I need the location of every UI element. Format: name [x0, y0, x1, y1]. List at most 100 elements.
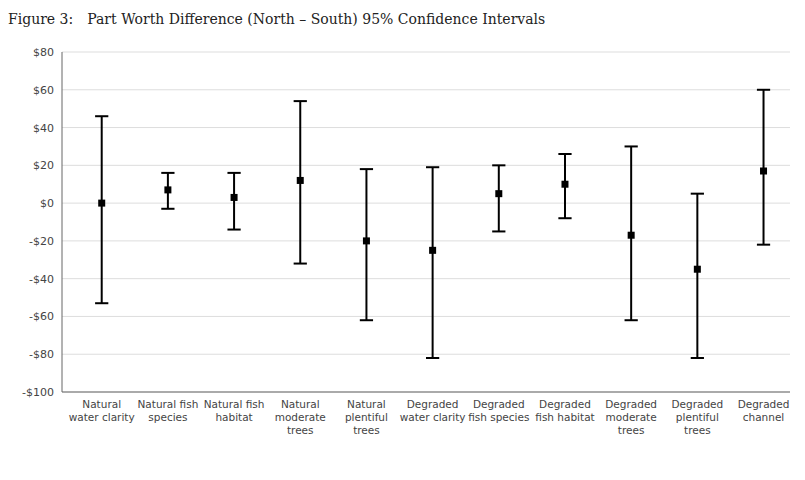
point-estimate: [297, 177, 304, 184]
ci-line: [763, 90, 765, 245]
y-tick-label: -$80: [29, 348, 54, 361]
ci-cap-upper: [294, 100, 307, 102]
point-estimate: [231, 194, 238, 201]
x-tick-label-line: moderate: [275, 411, 326, 423]
point-estimate: [760, 168, 767, 175]
x-tick-label-line: water clarity: [400, 411, 466, 423]
grid: [62, 52, 790, 392]
x-tick-label-line: trees: [684, 424, 711, 436]
ci-cap-lower: [558, 217, 571, 219]
y-tick-label: -$60: [29, 310, 54, 323]
x-tick-label-line: habitat: [215, 411, 252, 423]
grid-line: [62, 316, 790, 317]
ci-line: [101, 116, 103, 303]
y-tick-label: $80: [33, 46, 54, 59]
y-tick-label: -$100: [22, 386, 54, 399]
x-tick-label: Naturalplentifultrees: [345, 398, 388, 436]
x-tick-label-line: plentiful: [345, 411, 388, 423]
point-estimate: [98, 200, 105, 207]
x-tick-label-line: fish species: [468, 411, 529, 423]
ci-cap-upper: [691, 193, 704, 195]
x-tick-label: Degradedchannel: [738, 398, 790, 423]
point-estimate: [628, 232, 635, 239]
ci-cap-upper: [492, 164, 505, 166]
x-tick-label: Naturalmoderatetrees: [275, 398, 326, 436]
x-tick-label-line: species: [148, 411, 187, 423]
ci-cap-lower: [161, 208, 174, 210]
x-tick-label: Degradedmoderatetrees: [605, 398, 657, 436]
ci-cap-upper: [95, 115, 108, 117]
x-tick-label: Degradedfish species: [468, 398, 529, 423]
ci-line: [432, 167, 434, 358]
x-tick-label-line: channel: [743, 411, 785, 423]
point-estimate: [363, 237, 370, 244]
x-tick-label-line: fish habitat: [535, 411, 594, 423]
ci-cap-lower: [95, 302, 108, 304]
x-tick-label-line: moderate: [606, 411, 657, 423]
y-tick-label: $60: [33, 84, 54, 97]
ci-cap-upper: [625, 145, 638, 147]
x-tick-label-line: Degraded: [473, 398, 525, 410]
grid-line: [62, 165, 790, 166]
ci-cap-upper: [426, 166, 439, 168]
ci-cap-upper: [161, 172, 174, 174]
grid-line: [62, 278, 790, 279]
x-tick-label-line: Natural: [347, 398, 386, 410]
point-estimate: [495, 190, 502, 197]
y-tick-label: -$20: [29, 235, 54, 248]
grid-line: [62, 354, 790, 355]
ci-cap-lower: [426, 357, 439, 359]
x-tick-label-line: Natural: [82, 398, 121, 410]
x-tick-label: Natural fishhabitat: [204, 398, 265, 423]
x-tick-label: Degradedplentifultrees: [671, 398, 723, 436]
grid-line: [62, 52, 790, 53]
ci-cap-upper: [227, 172, 240, 174]
x-tick-label: Degradedwater clarity: [400, 398, 466, 423]
point-estimate: [561, 181, 568, 188]
x-axis: [62, 392, 790, 393]
ci-cap-lower: [492, 230, 505, 232]
grid-line: [62, 203, 790, 204]
ci-cap-lower: [360, 319, 373, 321]
point-estimate: [429, 247, 436, 254]
x-tick-label-line: Degraded: [605, 398, 657, 410]
grid-line: [62, 89, 790, 90]
x-tick-label-line: Degraded: [407, 398, 459, 410]
y-tick-label: $0: [40, 197, 54, 210]
ci-cap-lower: [757, 244, 770, 246]
ci-line: [233, 173, 235, 230]
ci-cap-lower: [227, 229, 240, 231]
ci-cap-upper: [360, 168, 373, 170]
x-tick-label-line: Degraded: [738, 398, 790, 410]
x-tick-label-line: trees: [618, 424, 645, 436]
x-tick-label-line: Degraded: [539, 398, 591, 410]
x-tick-label: Degradedfish habitat: [535, 398, 594, 423]
x-tick-label-line: plentiful: [676, 411, 719, 423]
chart: Figure 3:Part Worth Difference (North – …: [0, 0, 805, 480]
title: Part Worth Difference (North – South) 95…: [87, 11, 545, 27]
y-tick-label: -$40: [29, 273, 54, 286]
x-tick-label-line: trees: [353, 424, 380, 436]
grid-line: [62, 127, 790, 128]
title-row: Figure 3:Part Worth Difference (North – …: [8, 11, 545, 27]
y-tick-label: $40: [33, 122, 54, 135]
grid-line: [62, 240, 790, 241]
x-tick-label-line: Degraded: [671, 398, 723, 410]
ci-cap-lower: [294, 263, 307, 265]
ci-line: [696, 194, 698, 358]
ci-cap-lower: [625, 319, 638, 321]
y-axis: [62, 52, 63, 392]
ci-line: [365, 169, 367, 320]
x-tick-label-line: Natural fish: [204, 398, 265, 410]
marks: [95, 90, 770, 358]
x-tick-label-line: trees: [287, 424, 314, 436]
point-estimate: [694, 266, 701, 273]
x-tick-label: Natural fishspecies: [137, 398, 198, 423]
y-tick-label: $20: [33, 159, 54, 172]
point-estimate: [164, 186, 171, 193]
x-tick-label-line: Natural fish: [137, 398, 198, 410]
x-tick-label: Naturalwater clarity: [69, 398, 135, 423]
grid-line: [62, 392, 790, 393]
ci-cap-upper: [558, 153, 571, 155]
x-tick-label-line: water clarity: [69, 411, 135, 423]
